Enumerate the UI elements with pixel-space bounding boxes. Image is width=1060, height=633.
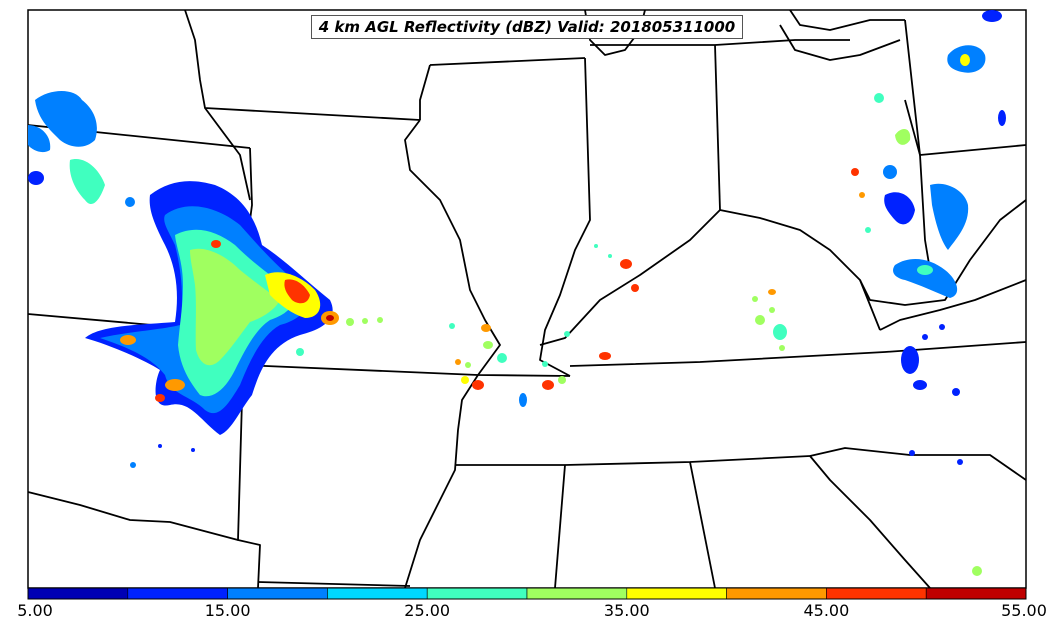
colorbar-tick-label: 55.00 [1001,601,1047,620]
colorbar-segment [626,587,727,600]
map-title: 4 km AGL Reflectivity (dBZ) Valid: 20180… [311,15,743,39]
colorbar-segment [726,587,827,600]
colorbar-tick-label: 25.00 [404,601,451,620]
colorbar-tick-label: 5.00 [17,601,53,620]
state-boundaries [27,9,1027,589]
colorbar-segment [526,587,628,600]
colorbar-segment [925,587,1027,600]
colorbar-tick-label: 35.00 [603,601,650,620]
colorbar-segment [826,587,927,600]
colorbar-segment [27,587,129,600]
colorbar-segment [426,587,528,600]
colorbar-segment [127,587,228,600]
colorbar-tick-label: 15.00 [204,601,251,620]
colorbar-segment [327,587,428,600]
colorbar-segment [227,587,328,600]
colorbar-tick-label: 45.00 [803,601,850,620]
reflectivity-echoes [28,10,1006,576]
colorbar [27,587,1027,600]
colorbar-outline [27,587,1027,600]
